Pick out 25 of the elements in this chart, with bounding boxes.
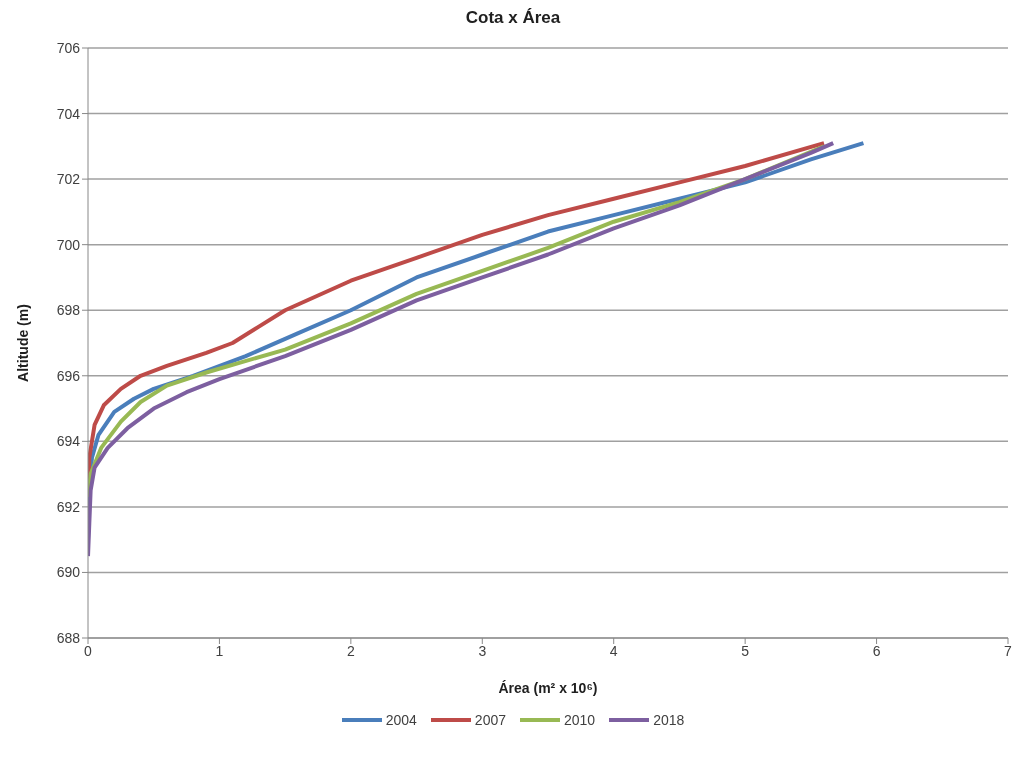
y-tick-label: 698 <box>56 302 81 319</box>
x-tick-label: 6 <box>872 642 881 659</box>
legend-label: 2004 <box>385 712 417 728</box>
legend-label: 2018 <box>653 712 685 728</box>
y-axis-title: Altitude (m) <box>14 304 31 382</box>
y-tick-label: 704 <box>56 105 81 122</box>
y-tick-label: 702 <box>56 171 81 188</box>
x-tick-label: 1 <box>215 642 224 659</box>
x-tick-label: 2 <box>346 642 355 659</box>
y-tick-label: 700 <box>56 236 81 253</box>
x-axis-title: Área (m² x 10⁶) <box>498 680 598 696</box>
y-tick-label: 694 <box>56 433 81 450</box>
y-tick-label: 696 <box>56 367 81 384</box>
x-tick-label: 7 <box>1004 642 1013 659</box>
chart-title: Cota x Área <box>464 8 562 28</box>
x-tick-label: 5 <box>741 642 750 659</box>
y-tick-label: 690 <box>56 564 81 581</box>
x-tick-label: 0 <box>84 642 93 659</box>
legend-label: 2007 <box>474 712 506 728</box>
x-tick-label: 3 <box>478 642 487 659</box>
y-tick-label: 688 <box>56 629 81 646</box>
y-tick-label: 692 <box>56 498 81 515</box>
legend-label: 2010 <box>564 712 596 728</box>
x-tick-label: 4 <box>609 642 618 659</box>
y-tick-label: 706 <box>56 39 81 56</box>
